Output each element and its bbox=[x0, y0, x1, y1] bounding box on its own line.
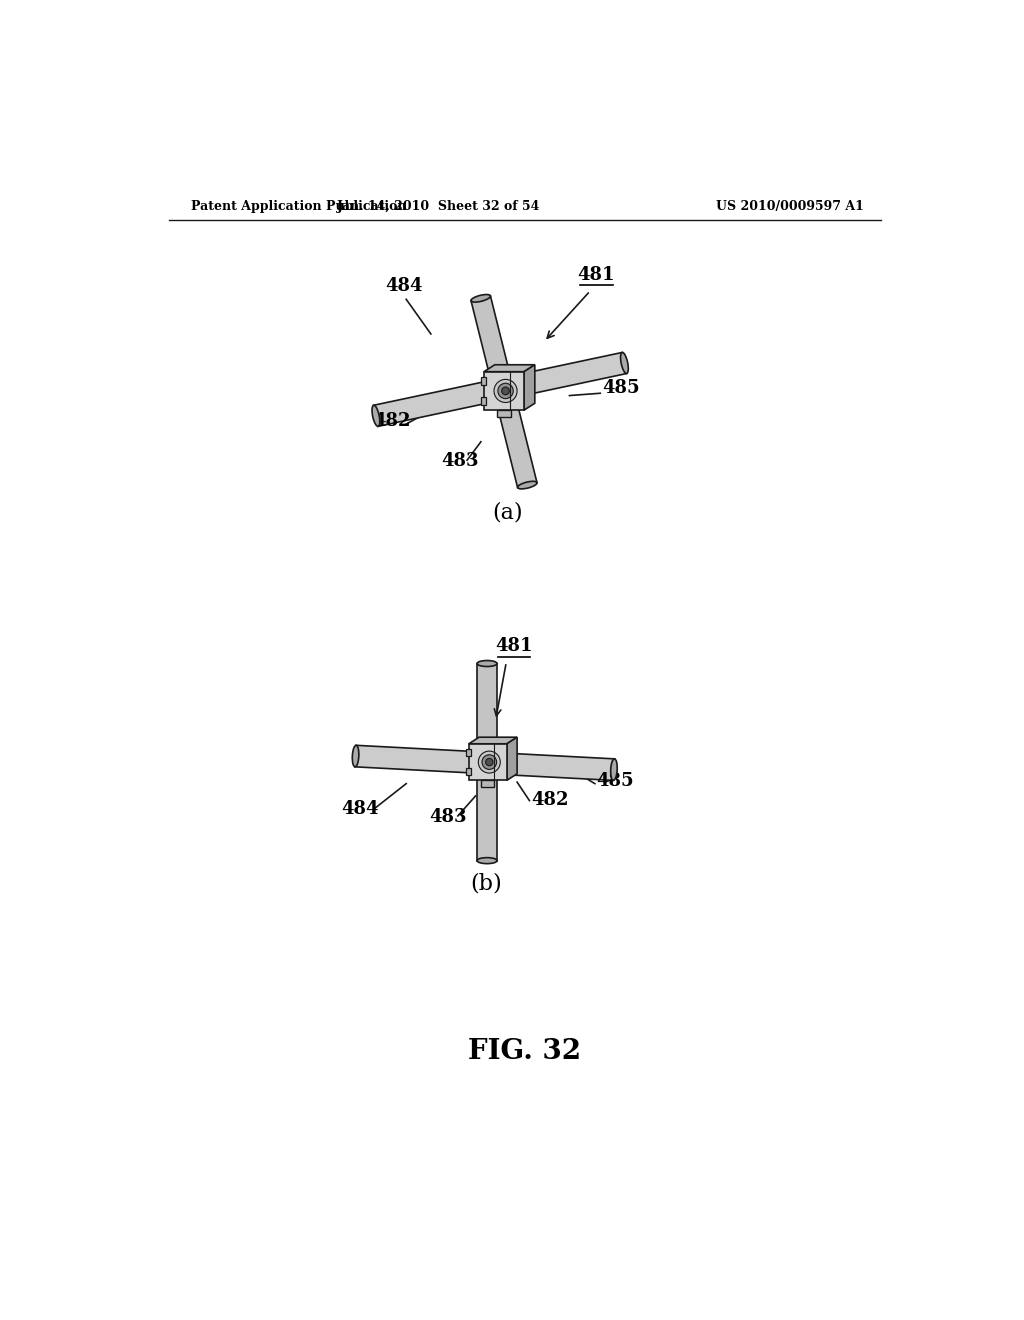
Text: 481: 481 bbox=[496, 638, 532, 655]
Circle shape bbox=[494, 379, 517, 403]
Polygon shape bbox=[374, 352, 627, 426]
Text: Patent Application Publication: Patent Application Publication bbox=[190, 199, 407, 213]
Text: 483: 483 bbox=[429, 808, 467, 826]
FancyBboxPatch shape bbox=[481, 397, 486, 405]
Polygon shape bbox=[484, 364, 535, 372]
Text: 485: 485 bbox=[602, 379, 639, 397]
FancyBboxPatch shape bbox=[481, 780, 495, 787]
Text: 482: 482 bbox=[531, 791, 568, 809]
Text: 484: 484 bbox=[385, 277, 423, 294]
Text: 481: 481 bbox=[578, 267, 615, 284]
Text: 482: 482 bbox=[374, 412, 411, 430]
Ellipse shape bbox=[372, 405, 380, 426]
Text: (a): (a) bbox=[493, 502, 523, 524]
Polygon shape bbox=[469, 737, 517, 743]
FancyBboxPatch shape bbox=[497, 411, 511, 417]
Text: Jan. 14, 2010  Sheet 32 of 54: Jan. 14, 2010 Sheet 32 of 54 bbox=[337, 199, 541, 213]
Ellipse shape bbox=[471, 294, 490, 302]
Polygon shape bbox=[471, 296, 537, 487]
Circle shape bbox=[478, 751, 501, 774]
Ellipse shape bbox=[610, 759, 617, 780]
Circle shape bbox=[485, 759, 493, 766]
Polygon shape bbox=[355, 746, 614, 780]
FancyBboxPatch shape bbox=[481, 378, 486, 385]
Text: FIG. 32: FIG. 32 bbox=[468, 1039, 582, 1065]
Polygon shape bbox=[524, 364, 535, 411]
FancyBboxPatch shape bbox=[484, 372, 524, 411]
Polygon shape bbox=[507, 737, 517, 780]
Circle shape bbox=[502, 387, 509, 395]
Polygon shape bbox=[477, 664, 497, 861]
Text: 485: 485 bbox=[596, 772, 634, 789]
Circle shape bbox=[498, 383, 513, 399]
Ellipse shape bbox=[517, 482, 537, 488]
Text: (b): (b) bbox=[470, 873, 502, 895]
FancyBboxPatch shape bbox=[469, 743, 507, 780]
Ellipse shape bbox=[352, 746, 358, 767]
Ellipse shape bbox=[477, 660, 497, 667]
Text: 484: 484 bbox=[341, 800, 379, 818]
FancyBboxPatch shape bbox=[466, 748, 471, 756]
Ellipse shape bbox=[477, 858, 497, 863]
Text: 483: 483 bbox=[441, 453, 479, 470]
Circle shape bbox=[482, 755, 497, 770]
Text: US 2010/0009597 A1: US 2010/0009597 A1 bbox=[716, 199, 863, 213]
FancyBboxPatch shape bbox=[466, 768, 471, 775]
Ellipse shape bbox=[621, 352, 629, 374]
